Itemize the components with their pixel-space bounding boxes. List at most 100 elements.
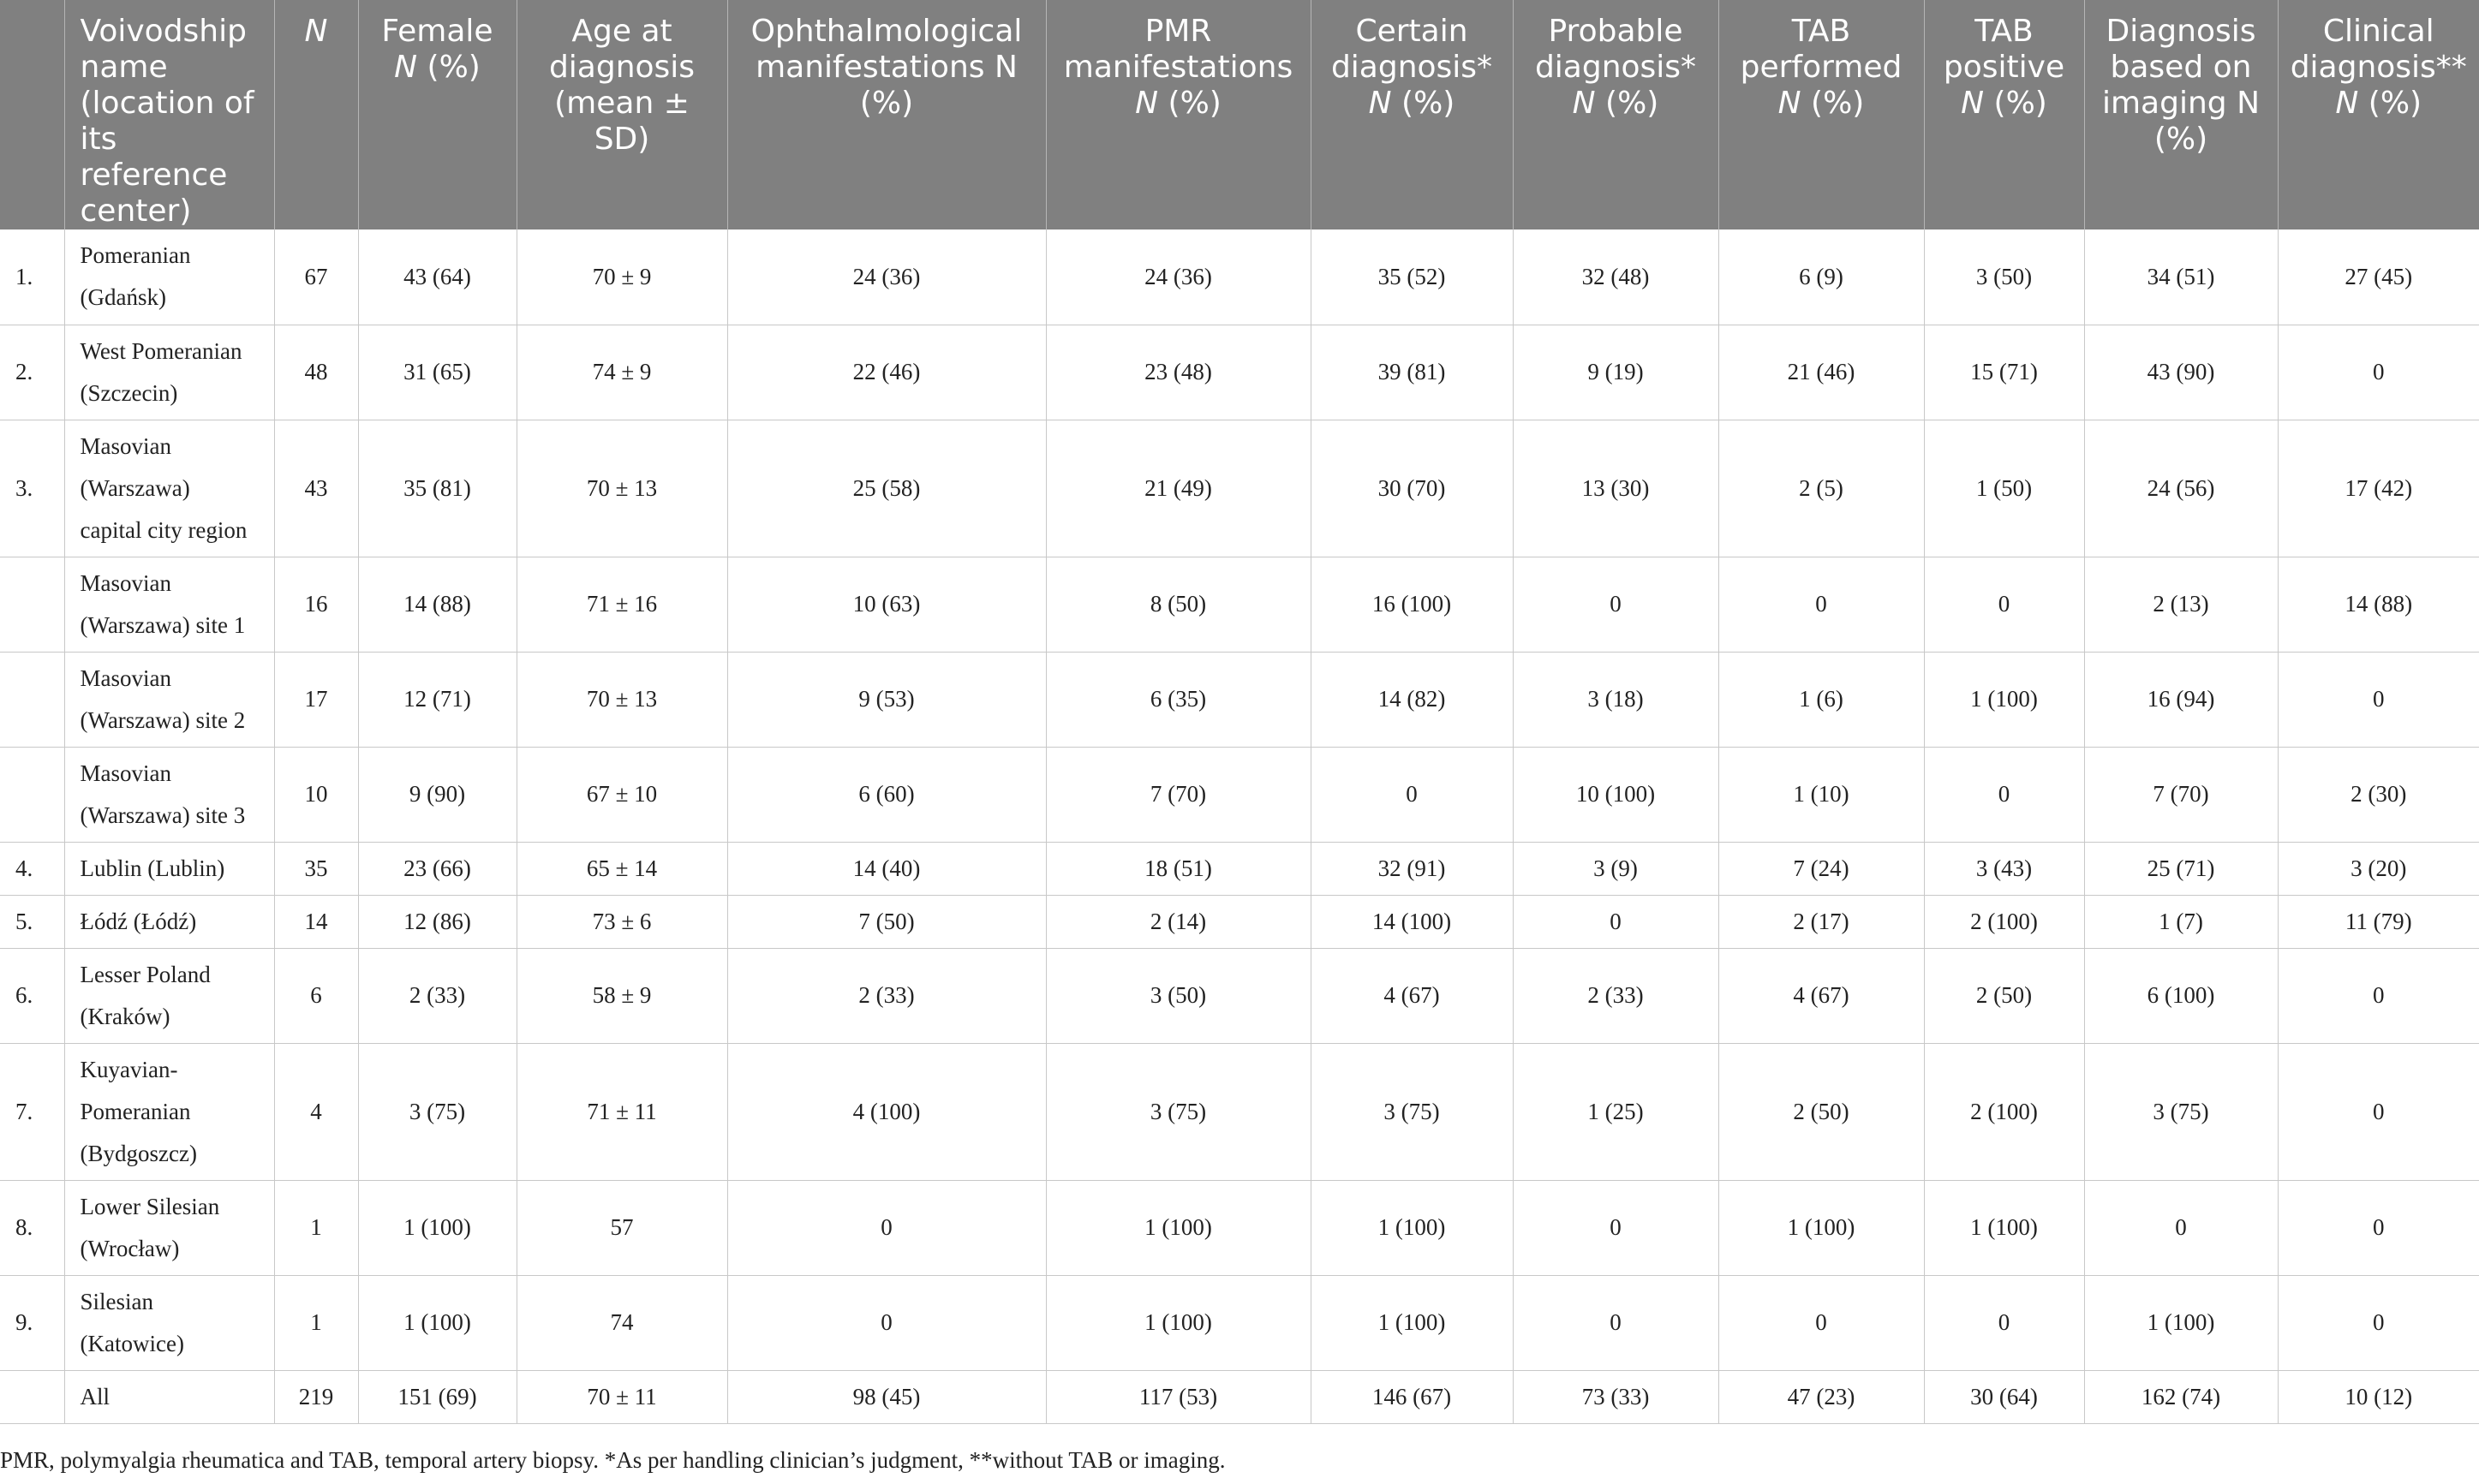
table-row: Masovian (Warszawa) site 1 16 14 (88) 71 ± 1… xyxy=(0,557,2479,653)
table-cell: 0 xyxy=(727,1275,1047,1371)
table-cell: 9 (90) xyxy=(358,747,517,843)
table-cell: 2 (33) xyxy=(358,948,517,1044)
table-row: Masovian (Warszawa) site 3 10 9 (90) 67 ± 10… xyxy=(0,747,2479,843)
table-cell: 3 (75) xyxy=(1046,1043,1311,1181)
table-cell: 43 (64) xyxy=(358,229,517,325)
header-row: Voivodship name (location of its referen… xyxy=(0,0,2479,229)
table-cell: 4 (100) xyxy=(727,1043,1047,1181)
table-cell: 3 (18) xyxy=(1513,652,1719,748)
table-cell: 151 (69) xyxy=(358,1370,517,1424)
table-cell: 67 xyxy=(274,229,359,325)
table-cell: 2 (50) xyxy=(1718,1043,1925,1181)
region-name-line: (Warszawa) site 1 xyxy=(80,611,246,638)
table-cell: 10 (12) xyxy=(2278,1370,2479,1424)
table-row: All 219 151 (69) 70 ± 11 98 (45) 117 (53) 146 … xyxy=(0,1370,2479,1424)
table-cell: 17 xyxy=(274,652,359,748)
table-cell: 14 xyxy=(274,895,359,949)
table-cell: 25 (58) xyxy=(727,420,1047,557)
table-cell: 32 (48) xyxy=(1513,229,1719,325)
region-name-line: Lesser Poland xyxy=(80,961,211,987)
row-index xyxy=(0,747,65,843)
table-cell: 0 xyxy=(1718,1275,1925,1371)
region-name-line: West Pomeranian xyxy=(80,337,242,364)
region-name-line: (Bydgoszcz) xyxy=(80,1140,197,1166)
table-cell: 16 (100) xyxy=(1311,557,1514,653)
table-cell: 7 (50) xyxy=(727,895,1047,949)
table-cell: 25 (71) xyxy=(2084,842,2279,896)
table-cell: 0 xyxy=(1513,895,1719,949)
column-header-voivodship: Voivodship name (location of its referen… xyxy=(64,0,275,229)
table-cell: 74 ± 9 xyxy=(517,325,728,420)
table-cell: 3 (75) xyxy=(2084,1043,2279,1181)
table-cell: 22 (46) xyxy=(727,325,1047,420)
table-cell: 3 (9) xyxy=(1513,842,1719,896)
table-cell: 10 (100) xyxy=(1513,747,1719,843)
table-cell: 0 xyxy=(1924,747,2085,843)
region-name-line: Pomeranian xyxy=(80,1098,191,1124)
table-cell: 0 xyxy=(2278,948,2479,1044)
region-name-line: Masovian xyxy=(80,569,171,596)
table-cell: 1 (100) xyxy=(2084,1275,2279,1371)
table-cell: 39 (81) xyxy=(1311,325,1514,420)
region-name-line: capital city region xyxy=(80,516,248,543)
table-cell: 0 xyxy=(1924,1275,2085,1371)
table-cell: 98 (45) xyxy=(727,1370,1047,1424)
region-name-line: (Warszawa) xyxy=(80,474,190,501)
region-name-line: Pomeranian xyxy=(80,242,191,269)
table-cell: 162 (74) xyxy=(2084,1370,2279,1424)
table-cell: 9 (19) xyxy=(1513,325,1719,420)
row-index: 1. xyxy=(0,229,65,325)
table-cell: 6 (60) xyxy=(727,747,1047,843)
table-cell: 3 (50) xyxy=(1924,229,2085,325)
region-name-line: All xyxy=(80,1383,111,1410)
row-index: 8. xyxy=(0,1180,65,1276)
table-cell: 47 (23) xyxy=(1718,1370,1925,1424)
table-cell: 3 (75) xyxy=(1311,1043,1514,1181)
table-cell: 0 xyxy=(1513,1180,1719,1276)
table-cell: 16 (94) xyxy=(2084,652,2279,748)
table-cell: 14 (88) xyxy=(2278,557,2479,653)
region-name-line: (Szczecin) xyxy=(80,379,178,406)
region-name-cell: Masovian (Warszawa) site 3 xyxy=(64,747,275,843)
row-index: 9. xyxy=(0,1275,65,1371)
table-cell: 12 (86) xyxy=(358,895,517,949)
table-cell: 1 (100) xyxy=(358,1180,517,1276)
table-cell: 1 (100) xyxy=(1311,1180,1514,1276)
table-cell: 3 (43) xyxy=(1924,842,2085,896)
table-cell: 0 xyxy=(727,1180,1047,1276)
table-cell: 2 (14) xyxy=(1046,895,1311,949)
table-row: Masovian (Warszawa) site 2 17 12 (71) 70 ± 1… xyxy=(0,652,2479,748)
table-cell: 17 (42) xyxy=(2278,420,2479,557)
table-cell: 27 (45) xyxy=(2278,229,2479,325)
table-cell: 1 (100) xyxy=(1311,1275,1514,1371)
table-cell: 7 (24) xyxy=(1718,842,1925,896)
table-cell: 0 xyxy=(2278,1275,2479,1371)
table-cell: 1 (7) xyxy=(2084,895,2279,949)
table-container: Voivodship name (location of its referen… xyxy=(0,0,2479,1424)
table-row: 4. Lublin (Lublin) 35 23 (66) 65 ± 14 14 (40)… xyxy=(0,842,2479,896)
region-name-line: Silesian xyxy=(80,1288,154,1314)
table-cell: 73 (33) xyxy=(1513,1370,1719,1424)
table-cell: 6 (100) xyxy=(2084,948,2279,1044)
table-row: 1. Pomeranian (Gdańsk) 67 43 (64) 70 ± 9 24 (3… xyxy=(0,229,2479,325)
table-cell: 14 (40) xyxy=(727,842,1047,896)
column-header-imaging: Diagnosis based on imaging N (%) xyxy=(2084,0,2279,229)
table-cell: 4 (67) xyxy=(1311,948,1514,1044)
table-cell: 15 (71) xyxy=(1924,325,2085,420)
table-cell: 3 (50) xyxy=(1046,948,1311,1044)
region-name-line: Masovian xyxy=(80,665,171,691)
table-cell: 1 (100) xyxy=(1924,1180,2085,1276)
table-cell: 6 (9) xyxy=(1718,229,1925,325)
table-row: 7. Kuyavian- Pomeranian (Bydgoszcz) 4 3 (75) 7… xyxy=(0,1043,2479,1181)
table-cell: 1 (100) xyxy=(1046,1180,1311,1276)
table-cell: 21 (49) xyxy=(1046,420,1311,557)
table-cell: 12 (71) xyxy=(358,652,517,748)
table-row: 3. Masovian (Warszawa) capital city region 4… xyxy=(0,420,2479,557)
table-cell: 13 (30) xyxy=(1513,420,1719,557)
region-name-line: (Gdańsk) xyxy=(80,284,166,311)
table-cell: 31 (65) xyxy=(358,325,517,420)
table-cell: 0 xyxy=(1718,557,1925,653)
row-index xyxy=(0,1370,65,1424)
